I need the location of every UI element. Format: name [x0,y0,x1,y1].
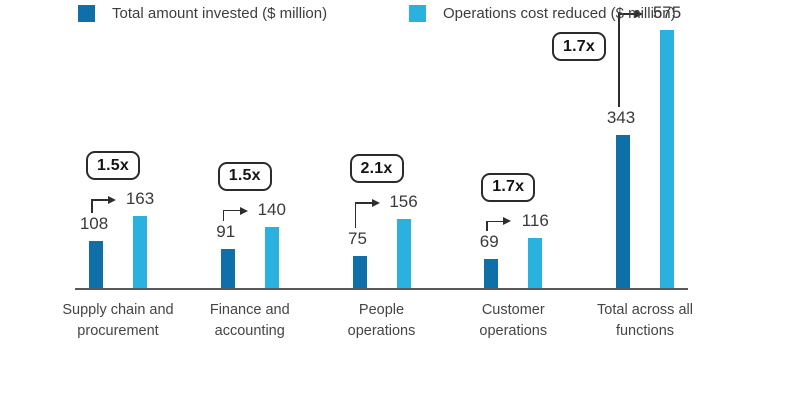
arrow-head-icon [635,9,643,18]
category-label-line: functions [615,323,675,339]
category-label-line: accounting [214,323,285,339]
arrow-head-icon [239,206,248,215]
category-label: People operations [302,300,462,342]
legend-item-invested: Total amount invested ($ million) [78,2,327,24]
category-label-line: operations [347,323,416,339]
invested-bar [484,258,499,290]
invested-bar [89,241,103,290]
legend: Total amount invested ($ million) Operat… [0,0,800,30]
legend-item-reduced: Operations cost reduced ($ million) [409,2,676,24]
legend-label-invested: Total amount invested ($ million) [112,4,328,22]
invested-bar [352,256,367,290]
arrow-vertical-line [354,202,357,229]
category-label-line: procurement [77,323,159,339]
arrow-vertical-line [222,209,225,221]
arrow-horizontal-line [354,202,372,205]
invested-value-label: 108 [79,214,109,234]
arrow-horizontal-line [91,199,108,201]
invested-value-label: 75 [348,229,367,249]
x-axis-line [75,288,688,290]
category-label: Finance and accounting [170,300,330,342]
reduced-value-label: 116 [521,210,549,230]
arrow-vertical-line [486,220,488,231]
category-label-line: Customer [481,302,545,318]
invested-value-label: 91 [216,221,236,241]
reduced-swatch [409,4,426,22]
reduced-value-label: 140 [257,199,286,219]
multiplier-badge: 1.5x [86,151,140,181]
arrow-head-icon [371,199,380,208]
arrow-head-icon [503,217,512,226]
arrow-horizontal-line [486,220,504,223]
reduced-bar [264,226,279,290]
arrow-horizontal-line [618,13,635,15]
multiplier-badge: 1.7x [481,172,536,202]
category-label: Customer operations [433,300,593,342]
reduced-value-label: 575 [652,3,682,23]
reduced-bar [133,216,147,290]
category-label-line: Finance and [209,302,290,318]
category-label-line: operations [479,323,548,339]
invested-value-label: 343 [606,107,636,127]
invested-bar [616,134,630,290]
arrow-head-icon [108,196,116,205]
category-label: Supply chain and procurement [38,300,198,342]
arrow-vertical-line [91,199,93,214]
invested-bar [220,248,235,290]
category-label: Total across all functions [565,300,725,342]
multiplier-badge: 2.1x [349,154,404,184]
category-label-line: People [358,302,405,318]
invested-swatch [78,4,95,22]
reduced-bar [660,30,674,290]
reduced-bar [396,219,411,290]
arrow-horizontal-line [222,209,240,212]
reduced-value-label: 156 [389,192,418,212]
invested-value-label: 69 [479,231,499,251]
arrow-vertical-line [618,13,620,107]
category-label-line: Supply chain and [62,302,174,318]
legend-label-reduced: Operations cost reduced ($ million) [443,4,676,22]
category-label-line: Total across all [597,302,693,318]
multiplier-badge: 1.5x [217,161,272,191]
reduced-bar [528,237,543,290]
multiplier-badge: 1.7x [552,32,606,61]
reduced-value-label: 163 [125,189,155,209]
